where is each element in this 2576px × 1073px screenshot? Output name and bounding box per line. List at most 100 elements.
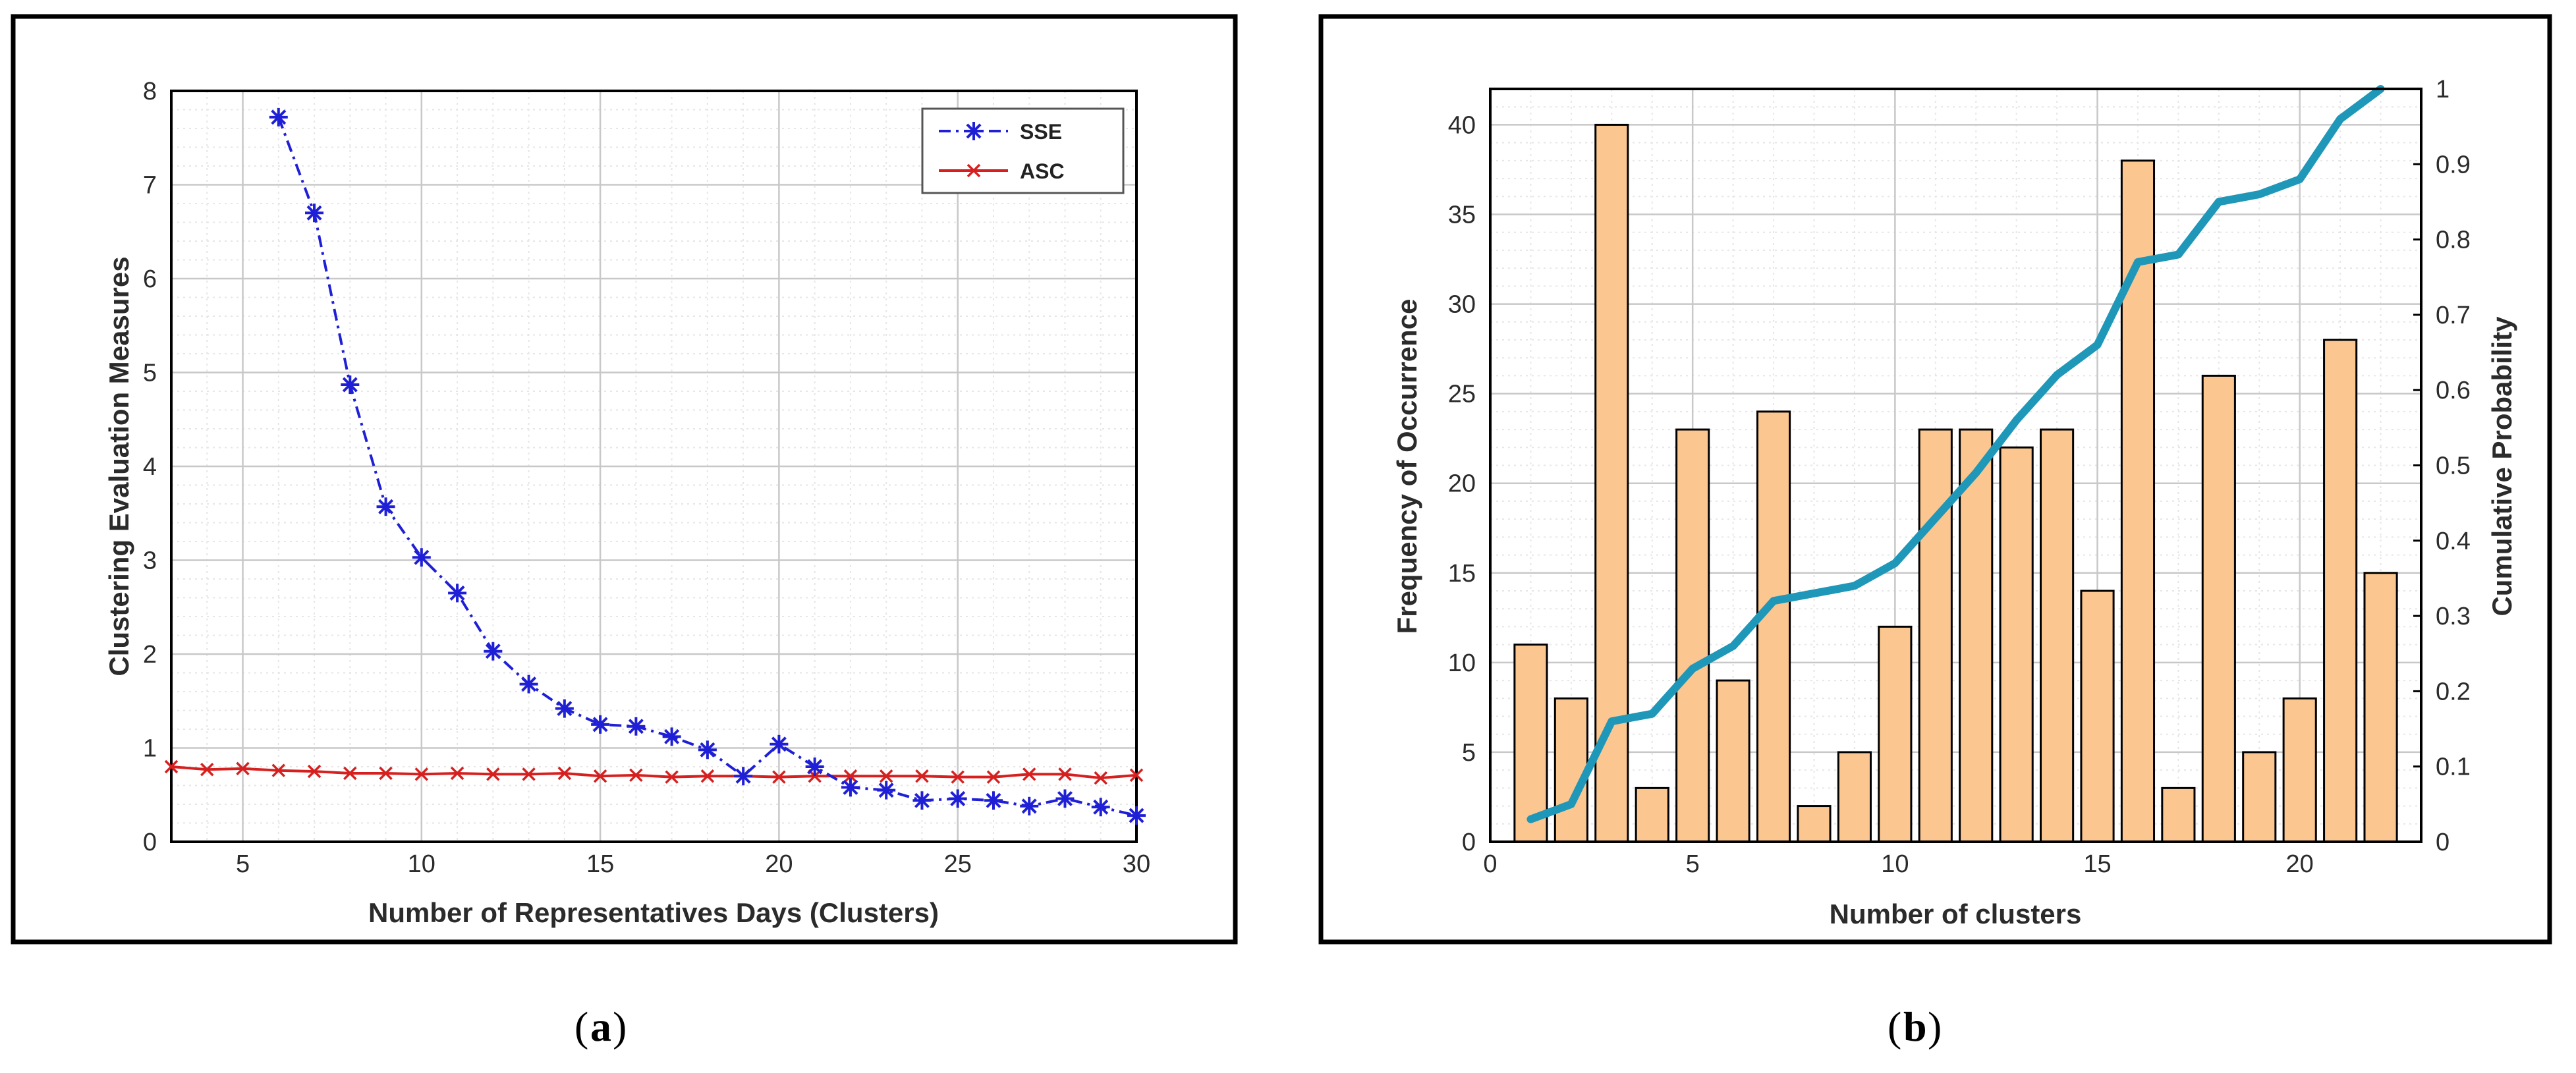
frequency-bar	[1554, 697, 1588, 843]
legend-asc-marker-glyph	[966, 163, 981, 178]
sse-point-stroke	[306, 205, 322, 221]
asc-point-stroke	[843, 769, 858, 783]
asc-point-stroke	[200, 763, 214, 777]
panel-b-y2-tick-label: 0.2	[2436, 678, 2471, 705]
asc-point-stroke	[557, 766, 572, 781]
sse-point	[519, 674, 538, 694]
asc-point	[915, 769, 929, 783]
frequency-bar	[1594, 123, 1629, 843]
panel-b-y-tick-label: 20	[1448, 470, 1476, 498]
asc-point	[307, 764, 322, 779]
panel-a-y-axis-label: Clustering Evaluation Measures	[103, 256, 134, 676]
panel-a-x-tick-label: 30	[1123, 850, 1150, 878]
asc-point-stroke	[522, 767, 536, 781]
sse-point-stroke	[950, 790, 966, 806]
panel-a-y-tick-label: 7	[143, 172, 157, 200]
panel-a-series	[164, 107, 1146, 825]
asc-point-stroke	[1129, 768, 1144, 783]
sse-point-stroke	[628, 719, 644, 734]
sse-point-stroke	[664, 729, 680, 744]
legend-box	[921, 107, 1125, 194]
asc-point	[522, 767, 536, 781]
sse-point-stroke	[843, 779, 858, 795]
panel-b-x-tick-label: 15	[2083, 850, 2111, 878]
asc-point	[200, 763, 214, 777]
asc-point	[450, 766, 464, 781]
panel-b-y2-tick-label: 0.8	[2436, 227, 2471, 254]
panel-b-y2-tick-label: 0.5	[2436, 453, 2471, 480]
asc-point-stroke	[986, 770, 1001, 784]
sse-point-stroke	[449, 585, 465, 601]
asc-point-stroke	[343, 766, 357, 781]
asc-point	[236, 761, 250, 776]
sse-point-stroke	[342, 377, 358, 393]
frequency-bar	[1635, 786, 1669, 843]
asc-point	[1094, 771, 1107, 785]
panel-a-x-tick-label: 10	[408, 850, 435, 878]
sse-point-stroke	[1129, 808, 1144, 823]
sse-point	[484, 642, 503, 661]
sse-point	[269, 107, 288, 126]
sse-point	[305, 204, 324, 223]
asc-point	[593, 769, 607, 783]
panel-a-grid	[171, 90, 1138, 843]
panel-a-y-tick-label: 1	[143, 735, 157, 763]
asc-point-stroke	[271, 763, 286, 777]
panel-b-x-tick-label: 0	[1483, 850, 1497, 878]
sse-point	[627, 717, 646, 736]
asc-point	[700, 769, 715, 783]
asc-point	[772, 770, 786, 784]
sse-point	[591, 715, 610, 734]
panel-b-y2-tick-label: 0	[2436, 829, 2450, 856]
asc-point-stroke	[629, 768, 643, 783]
panel-b-y2-tick-label: 0.1	[2436, 754, 2471, 781]
caption-b-letter: b	[1903, 1003, 1927, 1050]
panel-b-y-tick-label: 15	[1448, 560, 1476, 588]
sse-point	[448, 584, 467, 603]
asc-point	[879, 769, 893, 783]
panel-b-chart: 0 5 10 15 20 0 5 10 15 20 25 30 35 40 0 0.1 0.2 0.3 0.4 0.5…	[1318, 14, 2552, 945]
panel-a-y-tick-label: 3	[143, 547, 157, 575]
frequency-bar	[2363, 572, 2398, 843]
asc-point-stroke	[1022, 767, 1036, 781]
sse-point	[662, 727, 681, 746]
sse-point-stroke	[807, 759, 823, 775]
sse-point	[877, 781, 896, 800]
frequency-bar	[1716, 679, 1750, 843]
sse-point-stroke	[878, 783, 894, 798]
legend-sse-marker-glyph-stroke	[966, 123, 982, 139]
frequency-bar	[2323, 339, 2358, 843]
panel-b-cumulative-series	[1526, 85, 2385, 823]
panel-a-y-tick-label: 4	[143, 453, 157, 481]
sse-point	[1127, 806, 1146, 825]
asc-point	[986, 770, 1001, 784]
panel-b-x-tick-label: 5	[1686, 850, 1700, 878]
panel-a-x-tick-label: 15	[586, 850, 614, 878]
sse-point-stroke	[271, 109, 287, 125]
sse-point-stroke	[986, 792, 1001, 808]
panel-b-y-tick-label: 5	[1462, 739, 1476, 767]
legend-asc-marker-glyph-stroke	[966, 163, 981, 178]
asc-point-stroke	[951, 770, 965, 784]
sse-point-stroke	[1057, 790, 1073, 806]
panel-b-y2-axis-label: Cumulative Probability	[2486, 316, 2517, 617]
asc-point	[951, 770, 965, 784]
panel-b-axes-box	[1489, 88, 2422, 843]
asc-point-stroke	[379, 766, 393, 781]
panel-b-x-tick-label: 20	[2286, 850, 2314, 878]
sse-point-stroke	[771, 736, 787, 752]
panel-a-x-tick-label: 5	[236, 850, 250, 878]
frequency-bar	[2080, 590, 2115, 843]
caption-a-letter: a	[590, 1003, 611, 1050]
sse-point	[1055, 789, 1075, 808]
sse-point-stroke	[414, 549, 430, 565]
panel-b-y2-tick-label: 1	[2436, 76, 2450, 103]
frequency-bar	[1999, 446, 2034, 843]
frequency-bar	[2242, 751, 2277, 843]
panel-b-y-tick-label: 10	[1448, 649, 1476, 677]
sse-point-stroke	[1021, 798, 1037, 814]
caption-a-close-paren: )	[613, 1003, 627, 1050]
asc-point	[629, 768, 643, 783]
asc-point	[1129, 768, 1144, 783]
asc-point	[1058, 767, 1072, 781]
